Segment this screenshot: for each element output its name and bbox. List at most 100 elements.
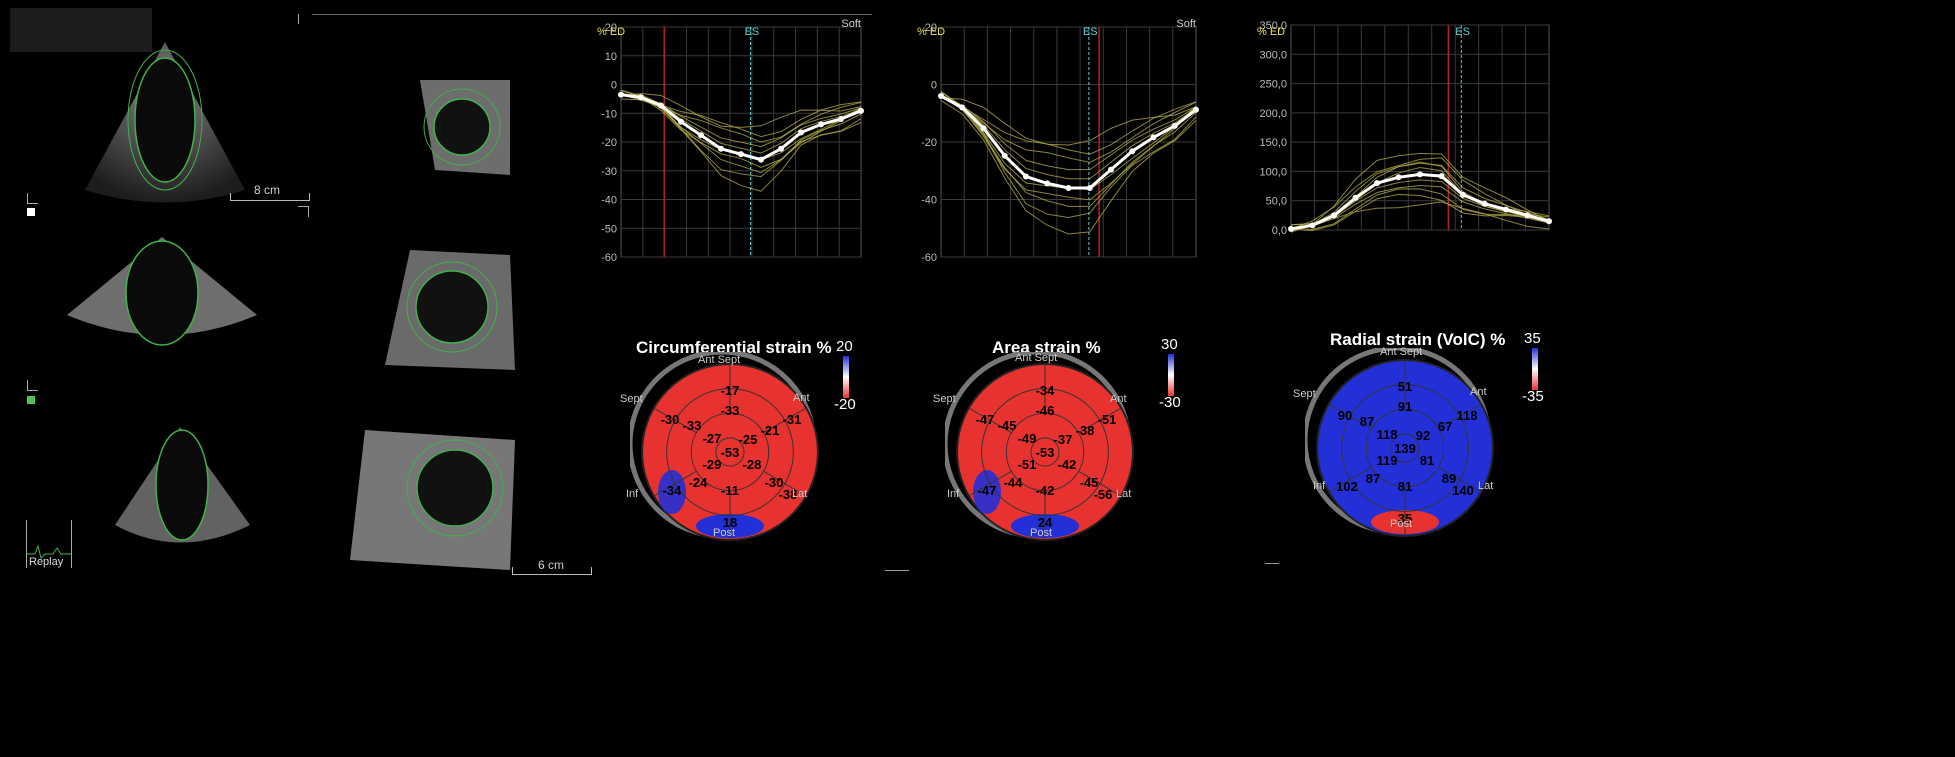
mean-curve-point <box>1438 173 1445 180</box>
segment-divider <box>968 407 1012 434</box>
segment-value: -25 <box>739 432 758 447</box>
scale-min-radial: -35 <box>1522 388 1544 405</box>
segment-divider <box>1328 466 1372 493</box>
segment-value: -11 <box>721 483 739 498</box>
mean-curve-point <box>1150 134 1157 141</box>
segment-value: -30 <box>661 412 680 427</box>
mean-curve-point <box>1108 166 1114 173</box>
mean-curve-point <box>1524 212 1531 219</box>
mean-curve-point <box>1395 174 1402 181</box>
segment-value: -38 <box>779 487 798 502</box>
tick-label: 300,0 <box>1259 49 1287 61</box>
plot-frame <box>1290 24 1550 231</box>
segment-value: -33 <box>721 403 740 418</box>
soft-label: Soft <box>841 18 861 30</box>
segment-value: -30 <box>765 475 784 490</box>
direction-label: Ant <box>1110 393 1127 405</box>
segment-curve <box>1290 188 1550 230</box>
tick-label: 350,0 <box>1259 20 1287 32</box>
direction-label: Lat <box>1116 488 1132 500</box>
echo-scan-apical-3 <box>115 427 250 543</box>
direction-label: Sept <box>1293 388 1316 400</box>
segment-curve <box>1290 201 1550 232</box>
segment-value: -37 <box>1054 432 1073 447</box>
segment-curve <box>940 94 1197 163</box>
tick-label: -40 <box>921 195 937 207</box>
tick-label: 0 <box>931 80 937 92</box>
tick-label: 250,0 <box>1259 79 1287 91</box>
segment-curve <box>1290 152 1550 233</box>
small-tick-1 <box>885 570 909 571</box>
segment-divider <box>763 407 807 434</box>
mean-curve-point <box>1044 180 1051 187</box>
segment-curve <box>620 89 862 168</box>
mean-curve-point <box>1086 185 1093 191</box>
segment-value: -51 <box>1018 457 1037 472</box>
strain-curve-chart-radial: 350,0 300,0 250,0 200,0 150,0 100,0 50,0 0,0 % E… <box>1257 20 1552 237</box>
header-box <box>10 8 152 52</box>
ed-label: % ED <box>917 26 945 38</box>
mean-curve-point <box>798 129 804 136</box>
marker-square-green <box>27 396 35 404</box>
bullseye-area: -34-47 -51-45-46-38-49 -37-53-51 -42-44 -45-… <box>945 352 1134 541</box>
segment-value: -29 <box>703 457 722 472</box>
scale-bar-top <box>230 193 310 201</box>
mean-curve-point <box>738 151 744 158</box>
echo-scan-short-axis-1 <box>420 80 510 175</box>
es-label: ES <box>1083 26 1098 38</box>
tick-label: 150,0 <box>1259 137 1287 149</box>
bullseye-circumferential: -17-30 -31-33-33-21-27 -25-53-29 -28-24 -30-… <box>630 352 819 541</box>
tick-label: 200,0 <box>1259 108 1287 120</box>
direction-label: Inf <box>1313 480 1326 492</box>
segment-curve <box>1290 193 1550 232</box>
segment-curve <box>620 89 862 161</box>
segment-value: 91 <box>1398 399 1412 414</box>
direction-label: Post <box>713 527 736 539</box>
segment-curve <box>940 95 1197 155</box>
replay-control[interactable]: Replay <box>26 520 72 568</box>
tick-label: 0,0 <box>1272 225 1287 237</box>
direction-label: Ant <box>793 392 810 404</box>
segment-value: 51 <box>1398 379 1412 394</box>
segment-divider <box>1438 466 1482 493</box>
replay-label: Replay <box>29 556 64 568</box>
bullseye-top-label-circumferential: Ant Sept <box>698 354 741 366</box>
mean-curve-point <box>1503 206 1509 213</box>
tick-label: -20 <box>921 137 937 149</box>
segment-value: -44 <box>1004 475 1024 490</box>
scale-max-area: 30 <box>1161 336 1178 353</box>
segment-ring <box>1390 433 1420 463</box>
direction-label: Lat <box>792 488 808 500</box>
tick-label: -60 <box>921 252 937 264</box>
segment-divider <box>1078 470 1122 497</box>
segment-divider <box>1438 403 1482 430</box>
ecg-trace-icon <box>27 544 71 559</box>
segment-value: -49 <box>1018 431 1037 446</box>
segment-value: -53 <box>1036 445 1055 460</box>
segment-value: -24 <box>689 475 709 490</box>
color-scale-circumferential <box>843 356 849 398</box>
mean-curve-point <box>1352 194 1359 201</box>
mean-curve-point <box>618 91 624 98</box>
segment-divider <box>653 470 697 497</box>
tick-label: -40 <box>601 195 617 207</box>
ed-label: % ED <box>1257 26 1285 38</box>
ed-label: % ED <box>597 26 625 38</box>
mean-curve-point <box>658 102 664 109</box>
tick-label: 0 <box>611 80 617 92</box>
segment-divider <box>1328 403 1372 430</box>
segment-curve <box>620 94 862 178</box>
segment-divider <box>968 470 1012 497</box>
segment-value: 139 <box>1394 441 1416 456</box>
small-tick-2 <box>1265 563 1279 564</box>
mean-curve-point <box>1065 185 1072 191</box>
echo-scan-short-axis-3 <box>350 430 515 570</box>
mean-curve-point <box>678 118 684 125</box>
mean-curve-point <box>1417 171 1423 178</box>
segment-value: 87 <box>1360 414 1374 429</box>
segment-curve <box>940 96 1197 219</box>
segment-curve <box>620 92 862 128</box>
segment-value: 87 <box>1366 471 1380 486</box>
direction-label: Post <box>1390 518 1413 530</box>
